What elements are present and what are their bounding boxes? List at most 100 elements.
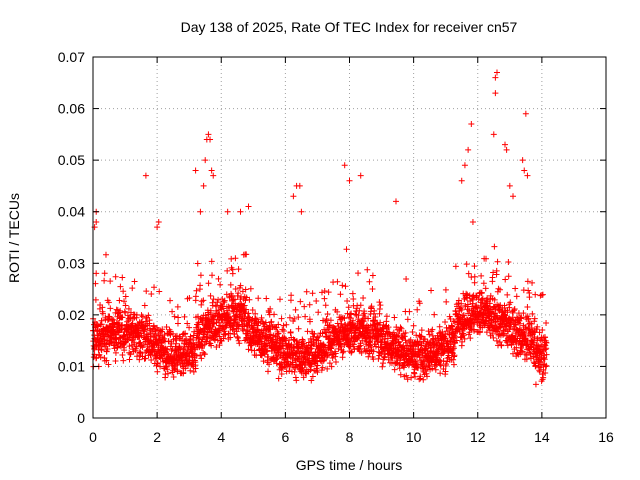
data-point xyxy=(338,315,345,322)
data-point xyxy=(511,307,518,314)
data-point xyxy=(292,306,299,313)
data-point xyxy=(313,365,320,372)
data-point xyxy=(192,293,199,300)
data-point xyxy=(310,333,317,340)
data-point xyxy=(205,280,212,287)
data-point xyxy=(471,279,478,286)
data-point xyxy=(320,356,327,363)
data-point xyxy=(243,306,250,313)
data-point xyxy=(494,258,501,265)
data-point xyxy=(234,292,241,299)
data-point xyxy=(288,292,295,299)
data-point xyxy=(237,208,244,215)
data-point xyxy=(303,288,310,295)
data-point xyxy=(283,321,290,328)
data-point xyxy=(300,353,307,360)
data-point xyxy=(93,270,100,277)
data-point xyxy=(461,162,468,169)
data-point xyxy=(235,290,242,297)
data-point xyxy=(510,193,517,200)
data-point xyxy=(192,365,199,372)
data-point xyxy=(298,368,305,375)
data-point xyxy=(154,224,161,231)
data-point xyxy=(346,311,353,318)
data-point xyxy=(235,337,242,344)
data-point xyxy=(156,288,163,295)
data-point xyxy=(442,286,449,293)
data-point xyxy=(121,298,128,305)
data-point xyxy=(170,374,177,381)
data-point xyxy=(103,357,110,364)
data-point xyxy=(174,320,181,327)
data-point xyxy=(213,343,220,350)
data-point xyxy=(99,310,106,317)
data-point xyxy=(409,329,416,336)
data-point xyxy=(221,297,228,304)
data-point xyxy=(220,305,227,312)
data-point xyxy=(452,263,459,270)
data-point xyxy=(258,314,265,321)
data-point xyxy=(492,74,499,81)
data-point xyxy=(200,297,207,304)
data-point xyxy=(184,320,191,327)
y-tick-label: 0.05 xyxy=(58,152,85,168)
data-point xyxy=(249,325,256,332)
data-point xyxy=(148,357,155,364)
data-point xyxy=(242,286,249,293)
data-point xyxy=(262,319,269,326)
data-points xyxy=(90,69,550,388)
data-point xyxy=(355,270,362,277)
data-point xyxy=(267,305,274,312)
data-point xyxy=(291,368,298,375)
data-point xyxy=(215,275,222,282)
data-point xyxy=(502,141,509,148)
data-point xyxy=(280,322,287,329)
data-point xyxy=(344,297,351,304)
data-point xyxy=(290,336,297,343)
data-point xyxy=(142,318,149,325)
data-point xyxy=(153,355,160,362)
data-point xyxy=(280,345,287,352)
data-point xyxy=(201,341,208,348)
data-point xyxy=(200,182,207,189)
data-point xyxy=(223,322,230,329)
data-point xyxy=(252,310,259,317)
data-point xyxy=(392,198,399,205)
data-point xyxy=(326,321,333,328)
data-point xyxy=(119,351,126,358)
data-point xyxy=(202,157,209,164)
data-point xyxy=(340,348,347,355)
data-point xyxy=(101,270,108,277)
data-point xyxy=(357,172,364,179)
data-point xyxy=(431,311,438,318)
data-point xyxy=(162,371,169,378)
data-point xyxy=(210,172,217,179)
y-tick-label: 0 xyxy=(77,410,85,426)
data-point xyxy=(174,303,181,310)
data-point xyxy=(313,297,320,304)
data-point xyxy=(293,377,300,384)
data-point xyxy=(246,296,253,303)
data-point xyxy=(465,146,472,153)
data-point xyxy=(377,302,384,309)
data-point xyxy=(234,333,241,340)
data-point xyxy=(319,364,326,371)
data-point xyxy=(225,303,232,310)
data-point xyxy=(232,255,239,262)
data-point xyxy=(207,136,214,143)
data-point xyxy=(208,167,215,174)
data-point xyxy=(217,281,224,288)
data-point xyxy=(105,361,112,368)
data-point xyxy=(227,281,234,288)
data-point xyxy=(334,308,341,315)
data-point xyxy=(406,308,413,315)
data-point xyxy=(227,315,234,322)
data-point xyxy=(227,334,234,341)
data-point xyxy=(245,346,252,353)
x-tick-label: 4 xyxy=(217,429,225,445)
data-point xyxy=(134,353,141,360)
data-point xyxy=(93,219,100,226)
data-point xyxy=(174,368,181,375)
data-point xyxy=(117,283,124,290)
data-point xyxy=(182,365,189,372)
